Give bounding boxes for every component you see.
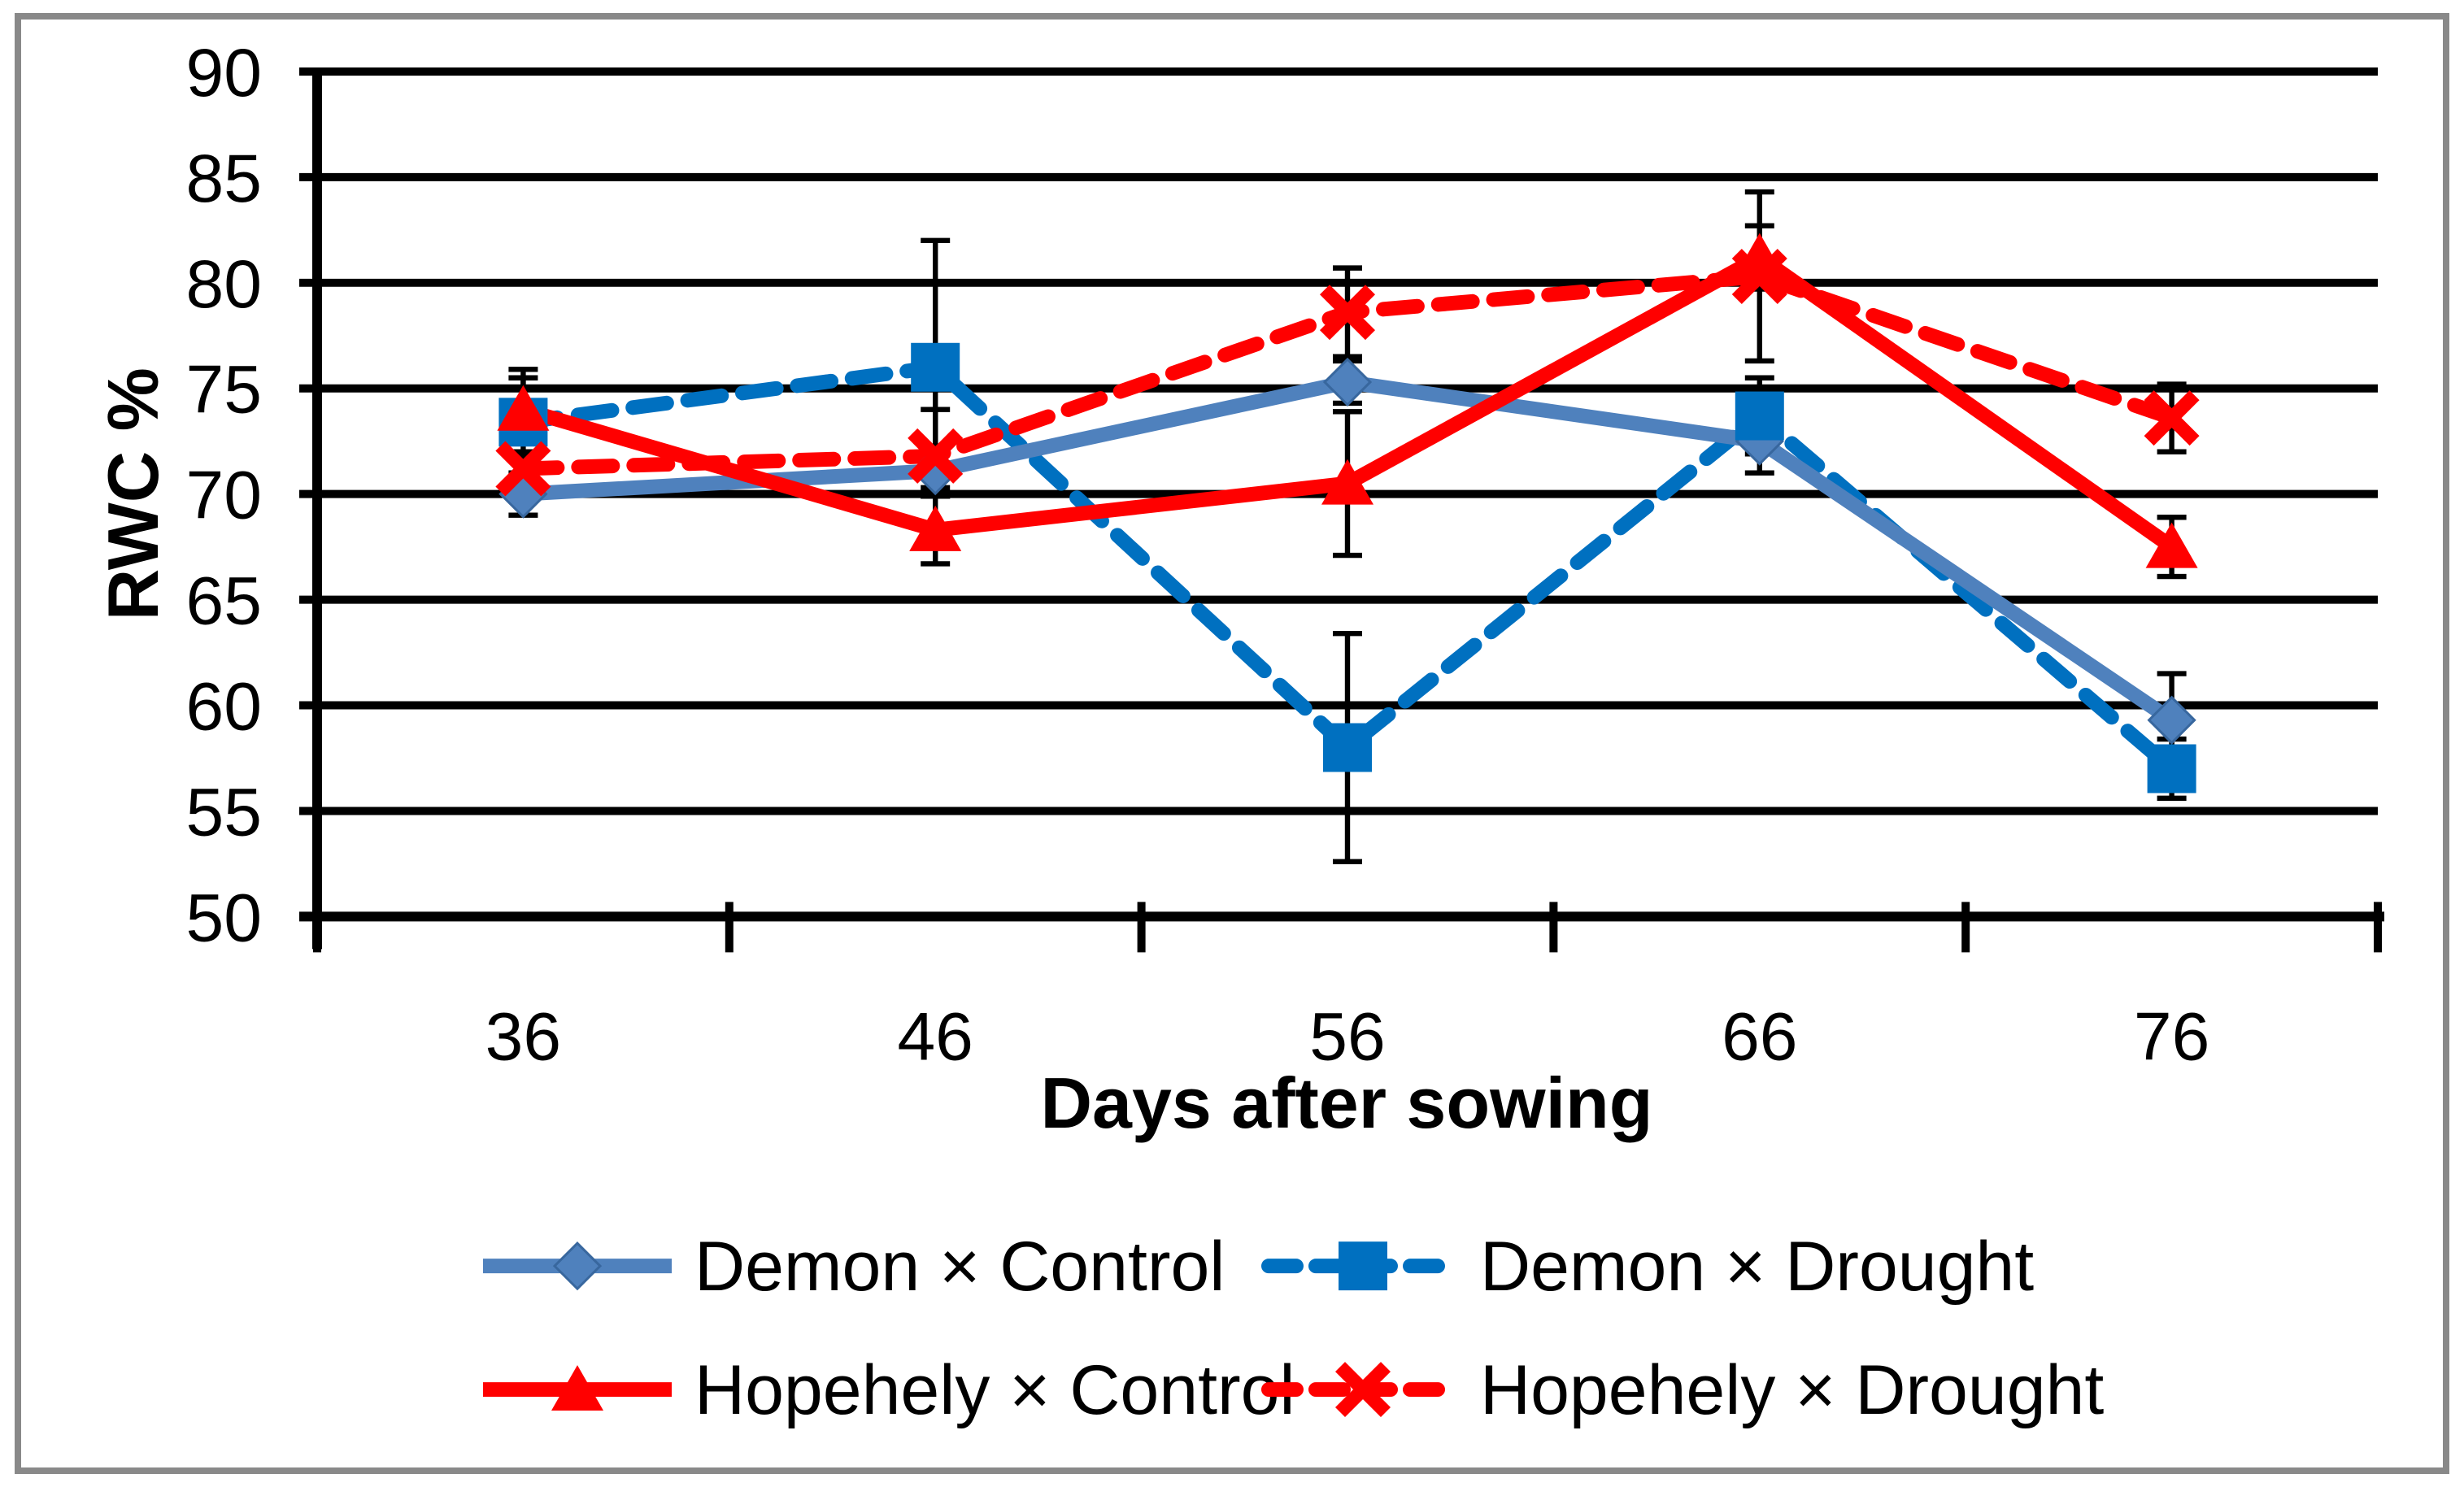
marker-square-demon-drought-46 bbox=[911, 342, 960, 392]
y-tick-label-90: 90 bbox=[186, 34, 262, 111]
y-axis-title: RWC % bbox=[93, 367, 173, 620]
legend-item-demon-control: Demon × Control bbox=[483, 1228, 1225, 1306]
marker-triangle-hopehely-control-46 bbox=[909, 505, 962, 551]
marker-x-hopehely-drought-46 bbox=[908, 428, 964, 484]
marker-x-hopehely-drought-36 bbox=[495, 441, 551, 497]
x-tick-label-46: 46 bbox=[897, 998, 973, 1074]
y-tick-label-85: 85 bbox=[186, 140, 262, 216]
marker-diamond-demon-control-56 bbox=[1322, 357, 1373, 407]
legend-label-demon-control: Demon × Control bbox=[694, 1228, 1225, 1306]
marker-x-legend-hopehely-drought bbox=[1334, 1362, 1391, 1418]
marker-square-demon-drought-76 bbox=[2147, 744, 2196, 794]
marker-x-hopehely-drought-76 bbox=[2144, 390, 2200, 446]
y-tick-label-50: 50 bbox=[186, 879, 262, 955]
marker-triangle-legend-hopehely-control bbox=[551, 1365, 603, 1411]
series-markers-hopehely-control bbox=[497, 233, 2198, 568]
x-tick-label-36: 36 bbox=[485, 998, 561, 1074]
legend-item-hopehely-control: Hopehely × Control bbox=[483, 1351, 1295, 1429]
marker-square-legend-demon-drought bbox=[1339, 1241, 1387, 1291]
legend: Demon × Control Demon × Drought Hopehely ×… bbox=[483, 1228, 2104, 1429]
figure-border bbox=[15, 13, 2449, 1474]
marker-triangle-hopehely-control-66 bbox=[1733, 233, 1786, 279]
marker-diamond-legend-demon-control bbox=[552, 1241, 603, 1291]
legend-item-demon-drought: Demon × Drought bbox=[1261, 1228, 2034, 1306]
marker-square-demon-drought-66 bbox=[1735, 391, 1784, 441]
series-markers bbox=[495, 233, 2200, 794]
marker-triangle-hopehely-control-36 bbox=[497, 385, 550, 431]
marker-triangle-hopehely-control-76 bbox=[2145, 522, 2198, 568]
y-tick-label-80: 80 bbox=[186, 246, 262, 322]
marker-triangle-hopehely-control-56 bbox=[1321, 459, 1373, 505]
tick-labels: 50 55 60 65 70 75 80 85 90 36 46 56 66 76 bbox=[186, 34, 2210, 1074]
legend-label-hopehely-drought: Hopehely × Drought bbox=[1480, 1351, 2104, 1429]
legend-item-hopehely-drought: Hopehely × Drought bbox=[1261, 1351, 2104, 1429]
y-tick-label-75: 75 bbox=[186, 351, 262, 428]
legend-label-hopehely-control: Hopehely × Control bbox=[694, 1351, 1295, 1429]
x-axis-title: Days after sowing bbox=[1040, 1063, 1652, 1143]
legend-label-demon-drought: Demon × Drought bbox=[1480, 1228, 2034, 1306]
axes bbox=[299, 67, 2384, 953]
y-tick-label-65: 65 bbox=[186, 563, 262, 639]
marker-square-demon-drought-56 bbox=[1323, 723, 1372, 772]
y-tick-label-55: 55 bbox=[186, 773, 262, 850]
y-tick-label-70: 70 bbox=[186, 457, 262, 533]
x-tick-label-56: 56 bbox=[1309, 998, 1385, 1074]
x-tick-label-76: 76 bbox=[2134, 998, 2209, 1074]
x-tick-label-66: 66 bbox=[1722, 998, 1797, 1074]
marker-diamond-demon-control-76 bbox=[2147, 695, 2196, 745]
marker-x-hopehely-drought-56 bbox=[1319, 285, 1376, 341]
y-tick-label-60: 60 bbox=[186, 668, 262, 745]
